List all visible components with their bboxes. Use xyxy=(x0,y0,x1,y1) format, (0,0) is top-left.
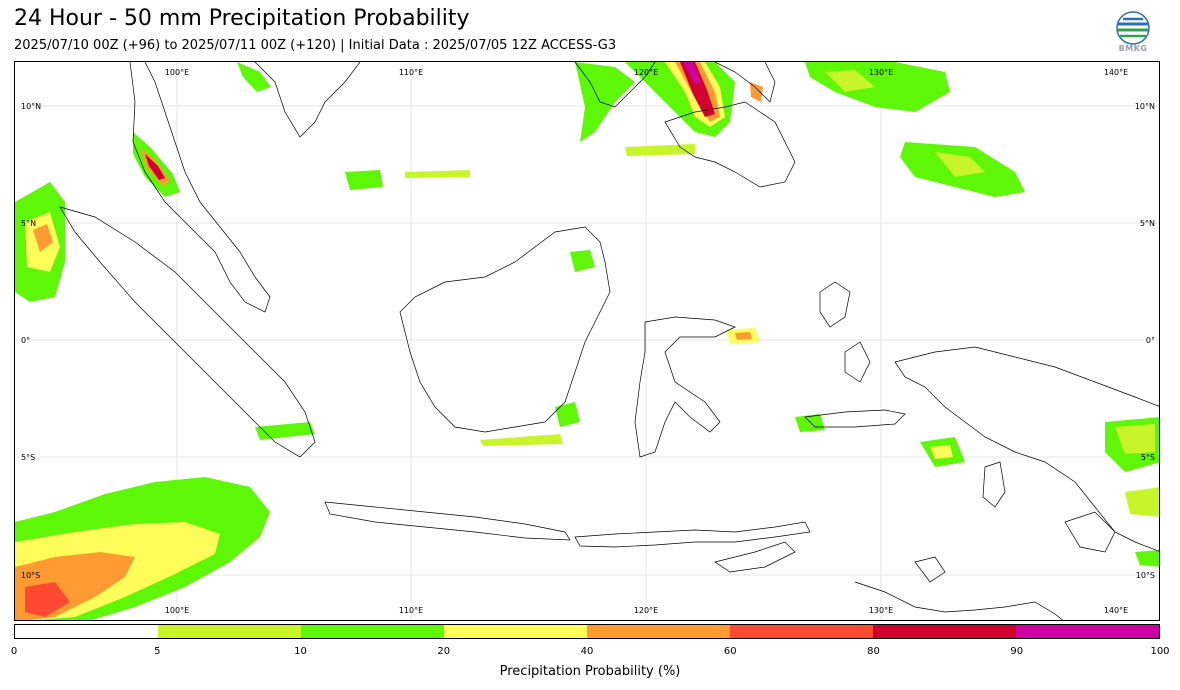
colorbar-segment xyxy=(301,625,444,638)
colorbar-tick-label: 60 xyxy=(723,646,737,657)
lon-label-top: 100°E xyxy=(165,68,189,77)
colorbar-tick-label: 10 xyxy=(294,646,307,657)
colorbar-tick-label: 40 xyxy=(580,646,594,657)
colorbar-tick-label: 100 xyxy=(1150,646,1170,657)
colorbar-label: Precipitation Probability (%) xyxy=(499,664,681,679)
precip-field xyxy=(15,62,1159,620)
bmkg-logo-icon xyxy=(1116,11,1150,45)
lon-label-bottom: 100°E xyxy=(165,606,189,615)
chart-title: 24 Hour - 50 mm Precipitation Probabilit… xyxy=(14,6,470,31)
colorbar-segment xyxy=(15,625,158,638)
chart-subtitle: 2025/07/10 00Z (+96) to 2025/07/11 00Z (… xyxy=(14,38,617,53)
colorbar-tick-label: 0 xyxy=(10,646,18,657)
colorbar-segment xyxy=(444,625,587,638)
lon-label-bottom: 110°E xyxy=(399,606,423,615)
colorbar-segment xyxy=(587,625,730,638)
lat-label-left: 5°N xyxy=(21,219,36,228)
lat-label-left: 0° xyxy=(21,336,30,345)
colorbar-tick-label: 20 xyxy=(437,646,451,657)
lat-label-left: 10°S xyxy=(21,571,40,580)
colorbar-tick-label: 5 xyxy=(154,646,161,657)
colorbar-tick-label: 90 xyxy=(1010,646,1024,657)
colorbar-tick-label: 80 xyxy=(867,646,880,657)
graticule xyxy=(15,62,1159,620)
lon-label-bottom: 130°E xyxy=(869,606,893,615)
lat-label-right: 5°N xyxy=(1140,219,1155,228)
lat-label-right: 10°S xyxy=(1136,571,1155,580)
colorbar-ticks: 0 5 10 20 40 60 80 90 100 xyxy=(10,646,1170,660)
graticule-labels: 100°E 110°E 120°E 130°E 140°E 100°E 110°… xyxy=(21,68,1155,615)
precipitation-map: 100°E 110°E 120°E 130°E 140°E 100°E 110°… xyxy=(14,61,1160,621)
lon-label-bottom: 140°E xyxy=(1104,606,1128,615)
lon-label-top: 110°E xyxy=(399,68,423,77)
lat-label-right: 0° xyxy=(1146,336,1155,345)
coastlines xyxy=(59,62,1159,620)
colorbar-segment xyxy=(730,625,873,638)
lon-label-top: 140°E xyxy=(1104,68,1128,77)
lon-label-top: 120°E xyxy=(634,68,658,77)
colorbar-segment xyxy=(158,625,301,638)
lon-label-bottom: 120°E xyxy=(634,606,658,615)
lat-label-right: 5°S xyxy=(1141,453,1155,462)
logo-text: BMKG xyxy=(1118,44,1148,53)
lat-label-left: 10°N xyxy=(21,102,41,111)
colorbar xyxy=(14,624,1160,639)
colorbar-segment xyxy=(873,625,1016,638)
lat-label-right: 10°N xyxy=(1135,102,1155,111)
lat-label-left: 5°S xyxy=(21,453,35,462)
map-canvas: 100°E 110°E 120°E 130°E 140°E 100°E 110°… xyxy=(15,62,1159,620)
colorbar-segment xyxy=(1016,625,1159,638)
lon-label-top: 130°E xyxy=(869,68,893,77)
